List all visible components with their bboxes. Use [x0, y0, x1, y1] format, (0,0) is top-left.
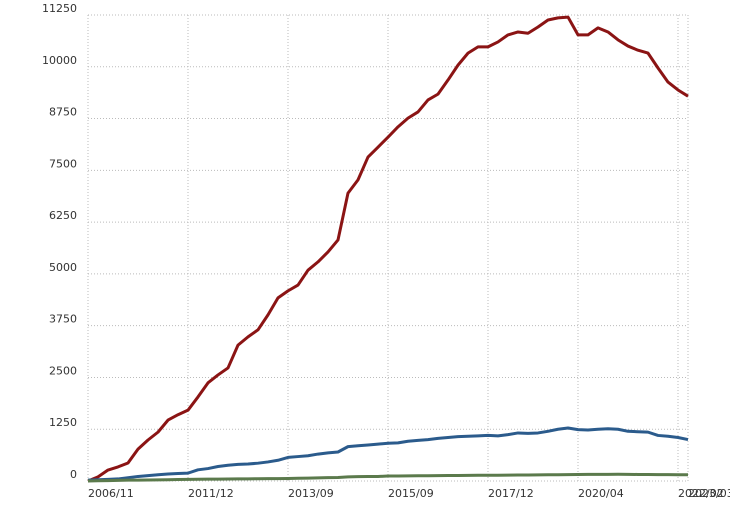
line-series	[87, 426, 689, 482]
line-series	[87, 472, 689, 483]
x-tick-label: 2013/09	[288, 487, 334, 500]
y-tick-label: 8750	[49, 106, 77, 119]
line-series	[87, 15, 689, 483]
y-tick-label: 0	[70, 468, 77, 481]
y-tick-label: 10000	[42, 54, 77, 67]
y-tick-label: 1250	[49, 416, 77, 429]
y-tick-label: 7500	[49, 157, 77, 170]
y-tick-label: 6250	[49, 209, 77, 222]
y-tick-label: 11250	[42, 2, 77, 15]
x-tick-label: 2015/09	[388, 487, 434, 500]
x-tick-label: 2011/12	[188, 487, 234, 500]
x-tick-label: 2006/11	[88, 487, 134, 500]
x-tick-label: 2023/03	[688, 487, 730, 500]
x-tick-label: 2022/02	[678, 487, 724, 500]
y-tick-label: 2500	[49, 364, 77, 377]
x-tick-label: 2020/04	[578, 487, 624, 500]
x-tick-label: 2017/12	[488, 487, 534, 500]
y-tick-label: 5000	[49, 261, 77, 274]
y-tick-label: 3750	[49, 313, 77, 326]
